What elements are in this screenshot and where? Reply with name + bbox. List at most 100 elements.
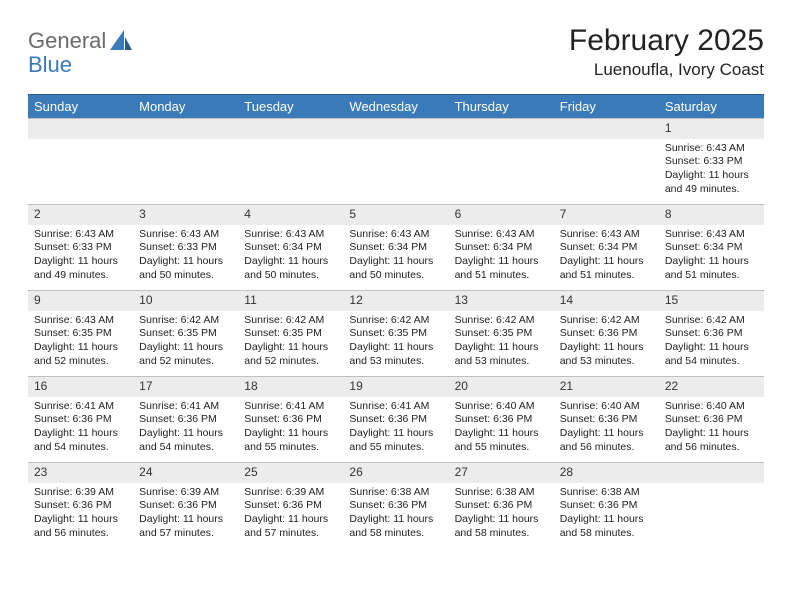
sunrise-text: Sunrise: 6:43 AM (665, 142, 758, 156)
day-number-empty (133, 118, 238, 139)
day-body: Sunrise: 6:43 AMSunset: 6:34 PMDaylight:… (238, 225, 343, 289)
sunrise-text: Sunrise: 6:43 AM (560, 228, 653, 242)
logo-text-blue: Blue (28, 52, 72, 77)
day-number-empty (238, 118, 343, 139)
calendar-week-row: 16Sunrise: 6:41 AMSunset: 6:36 PMDayligh… (28, 376, 764, 462)
calendar-cell: 25Sunrise: 6:39 AMSunset: 6:36 PMDayligh… (238, 462, 343, 548)
daylight-text: Daylight: 11 hours and 53 minutes. (349, 341, 442, 368)
calendar-cell: 8Sunrise: 6:43 AMSunset: 6:34 PMDaylight… (659, 204, 764, 290)
day-body: Sunrise: 6:38 AMSunset: 6:36 PMDaylight:… (449, 483, 554, 547)
day-number: 24 (133, 462, 238, 483)
sunrise-text: Sunrise: 6:42 AM (560, 314, 653, 328)
calendar-cell: 15Sunrise: 6:42 AMSunset: 6:36 PMDayligh… (659, 290, 764, 376)
day-body: Sunrise: 6:38 AMSunset: 6:36 PMDaylight:… (343, 483, 448, 547)
daylight-text: Daylight: 11 hours and 53 minutes. (560, 341, 653, 368)
sunset-text: Sunset: 6:36 PM (665, 327, 758, 341)
day-body: Sunrise: 6:43 AMSunset: 6:35 PMDaylight:… (28, 311, 133, 375)
sunset-text: Sunset: 6:36 PM (34, 499, 127, 513)
day-body: Sunrise: 6:40 AMSunset: 6:36 PMDaylight:… (449, 397, 554, 461)
day-body: Sunrise: 6:41 AMSunset: 6:36 PMDaylight:… (133, 397, 238, 461)
day-body: Sunrise: 6:40 AMSunset: 6:36 PMDaylight:… (554, 397, 659, 461)
calendar-cell: 1Sunrise: 6:43 AMSunset: 6:33 PMDaylight… (659, 118, 764, 204)
day-number: 10 (133, 290, 238, 311)
weekday-header: Monday (133, 95, 238, 119)
day-number: 7 (554, 204, 659, 225)
calendar-cell (238, 118, 343, 204)
sunrise-text: Sunrise: 6:42 AM (455, 314, 548, 328)
day-number-empty (343, 118, 448, 139)
sunset-text: Sunset: 6:36 PM (139, 499, 232, 513)
daylight-text: Daylight: 11 hours and 49 minutes. (665, 169, 758, 196)
day-number: 2 (28, 204, 133, 225)
day-body: Sunrise: 6:43 AMSunset: 6:34 PMDaylight:… (554, 225, 659, 289)
calendar-cell (449, 118, 554, 204)
daylight-text: Daylight: 11 hours and 54 minutes. (139, 427, 232, 454)
day-number: 4 (238, 204, 343, 225)
day-number: 12 (343, 290, 448, 311)
calendar-cell: 6Sunrise: 6:43 AMSunset: 6:34 PMDaylight… (449, 204, 554, 290)
calendar-cell: 27Sunrise: 6:38 AMSunset: 6:36 PMDayligh… (449, 462, 554, 548)
sunrise-text: Sunrise: 6:43 AM (139, 228, 232, 242)
calendar-cell (659, 462, 764, 548)
sunrise-text: Sunrise: 6:41 AM (349, 400, 442, 414)
day-body: Sunrise: 6:42 AMSunset: 6:36 PMDaylight:… (659, 311, 764, 375)
sunset-text: Sunset: 6:34 PM (665, 241, 758, 255)
day-number: 23 (28, 462, 133, 483)
calendar-cell: 17Sunrise: 6:41 AMSunset: 6:36 PMDayligh… (133, 376, 238, 462)
daylight-text: Daylight: 11 hours and 52 minutes. (244, 341, 337, 368)
day-body: Sunrise: 6:42 AMSunset: 6:35 PMDaylight:… (133, 311, 238, 375)
day-number: 18 (238, 376, 343, 397)
calendar-table: Sunday Monday Tuesday Wednesday Thursday… (28, 94, 764, 548)
daylight-text: Daylight: 11 hours and 50 minutes. (349, 255, 442, 282)
title-block: February 2025 Luenoufla, Ivory Coast (569, 24, 764, 80)
calendar-cell: 14Sunrise: 6:42 AMSunset: 6:36 PMDayligh… (554, 290, 659, 376)
day-number: 16 (28, 376, 133, 397)
day-body: Sunrise: 6:43 AMSunset: 6:34 PMDaylight:… (659, 225, 764, 289)
sunset-text: Sunset: 6:33 PM (139, 241, 232, 255)
day-body: Sunrise: 6:38 AMSunset: 6:36 PMDaylight:… (554, 483, 659, 547)
sunrise-text: Sunrise: 6:43 AM (244, 228, 337, 242)
sunrise-text: Sunrise: 6:42 AM (244, 314, 337, 328)
calendar-cell (28, 118, 133, 204)
sunset-text: Sunset: 6:36 PM (455, 499, 548, 513)
calendar-cell: 4Sunrise: 6:43 AMSunset: 6:34 PMDaylight… (238, 204, 343, 290)
calendar-week-row: 1Sunrise: 6:43 AMSunset: 6:33 PMDaylight… (28, 118, 764, 204)
sunrise-text: Sunrise: 6:41 AM (34, 400, 127, 414)
calendar-cell: 18 Sunrise: 6:41 AMSunset: 6:36 PMDayligh… (238, 376, 343, 462)
logo: General (28, 28, 134, 54)
daylight-text: Daylight: 11 hours and 56 minutes. (560, 427, 653, 454)
sunrise-text: Sunrise: 6:38 AM (349, 486, 442, 500)
calendar-cell: 20Sunrise: 6:40 AMSunset: 6:36 PMDayligh… (449, 376, 554, 462)
day-number: 26 (343, 462, 448, 483)
sunrise-text: Sunrise: 6:40 AM (665, 400, 758, 414)
calendar-cell: 13Sunrise: 6:42 AMSunset: 6:35 PMDayligh… (449, 290, 554, 376)
calendar-cell: 5Sunrise: 6:43 AMSunset: 6:34 PMDaylight… (343, 204, 448, 290)
sunrise-text: Sunrise: 6:41 AM (139, 400, 232, 414)
daylight-text: Daylight: 11 hours and 55 minutes. (455, 427, 548, 454)
sunrise-text: Sunrise: 6:41 AM (244, 400, 337, 414)
day-body: Sunrise: 6:40 AMSunset: 6:36 PMDaylight:… (659, 397, 764, 461)
sunrise-text: Sunrise: 6:43 AM (455, 228, 548, 242)
day-body: Sunrise: 6:41 AMSunset: 6:36 PMDaylight:… (28, 397, 133, 461)
day-body: Sunrise: 6:42 AMSunset: 6:36 PMDaylight:… (554, 311, 659, 375)
weekday-header: Tuesday (238, 95, 343, 119)
calendar-week-row: 23Sunrise: 6:39 AMSunset: 6:36 PMDayligh… (28, 462, 764, 548)
sunrise-text: Sunrise: 6:42 AM (139, 314, 232, 328)
sunrise-text: Sunrise: 6:39 AM (34, 486, 127, 500)
daylight-text: Daylight: 11 hours and 58 minutes. (349, 513, 442, 540)
sunset-text: Sunset: 6:36 PM (560, 413, 653, 427)
sunset-text: Sunset: 6:36 PM (244, 413, 337, 427)
calendar-cell: 3Sunrise: 6:43 AMSunset: 6:33 PMDaylight… (133, 204, 238, 290)
daylight-text: Daylight: 11 hours and 55 minutes. (244, 427, 337, 454)
calendar-cell: 9Sunrise: 6:43 AMSunset: 6:35 PMDaylight… (28, 290, 133, 376)
daylight-text: Daylight: 11 hours and 52 minutes. (34, 341, 127, 368)
sunset-text: Sunset: 6:36 PM (349, 499, 442, 513)
day-body: Sunrise: 6:42 AMSunset: 6:35 PMDaylight:… (343, 311, 448, 375)
day-number: 11 (238, 290, 343, 311)
day-number: 20 (449, 376, 554, 397)
day-number-empty (659, 462, 764, 483)
day-body: Sunrise: 6:43 AMSunset: 6:33 PMDaylight:… (659, 139, 764, 203)
header: General February 2025 Luenoufla, Ivory C… (28, 24, 764, 80)
day-body: Sunrise: 6:42 AMSunset: 6:35 PMDaylight:… (449, 311, 554, 375)
sunrise-text: Sunrise: 6:43 AM (34, 314, 127, 328)
